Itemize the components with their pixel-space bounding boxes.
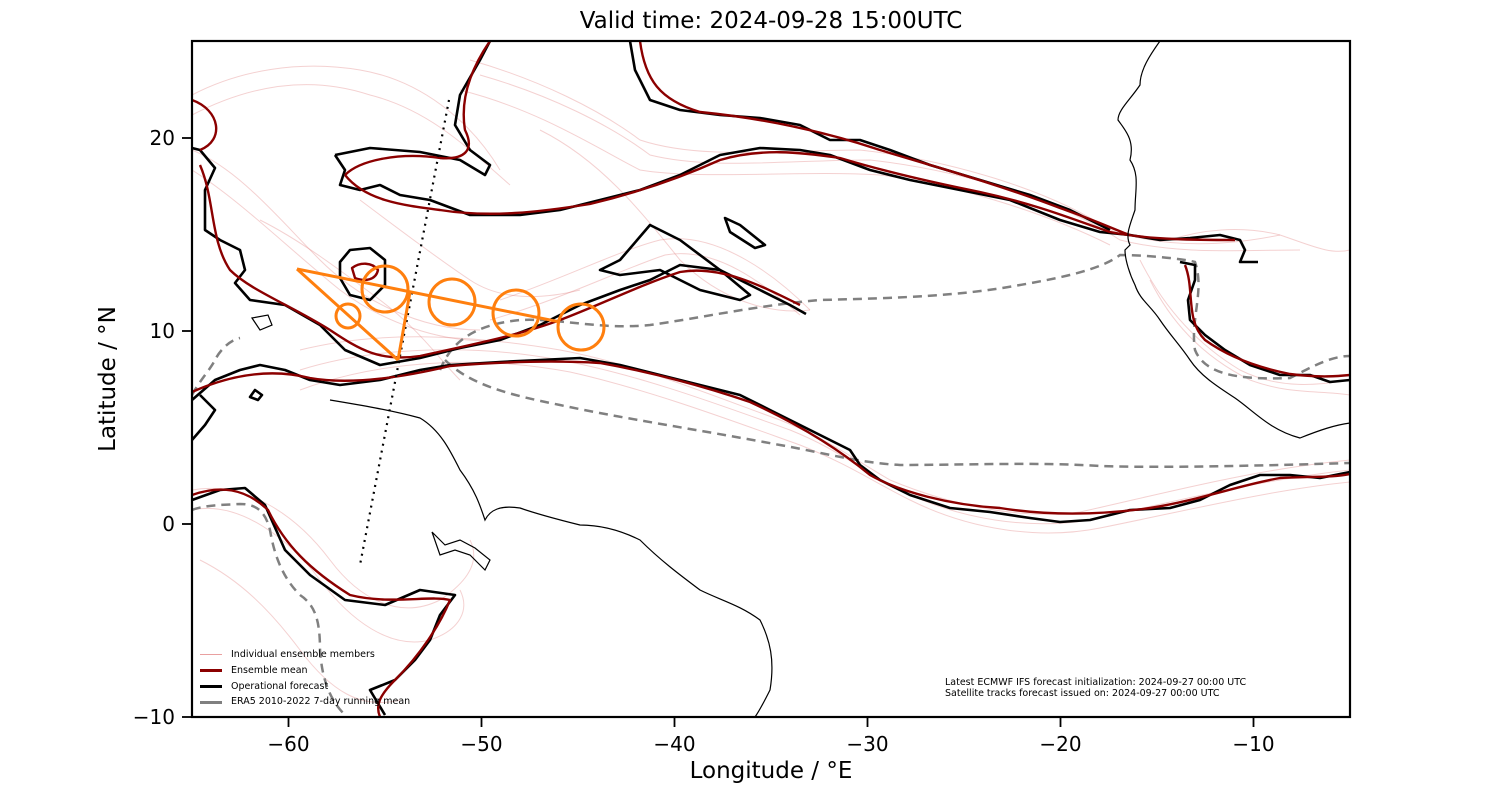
y-tick-label: −10 bbox=[132, 705, 175, 729]
x-tick-label: −60 bbox=[267, 732, 310, 756]
satellite-issued-text: Satellite tracks forecast issued on: 202… bbox=[945, 688, 1220, 699]
forecast-init-text: Latest ECMWF IFS forecast initialization… bbox=[945, 677, 1247, 688]
legend-label: Operational forecast bbox=[231, 680, 329, 692]
line-swatch-icon bbox=[200, 684, 222, 688]
legend: Individual ensemble members Ensemble mea… bbox=[200, 647, 410, 710]
legend-item-ensemble-mean: Ensemble mean bbox=[200, 663, 410, 679]
y-tick-label: 0 bbox=[162, 512, 175, 536]
chart-title: Valid time: 2024-09-28 15:00UTC bbox=[579, 8, 963, 34]
legend-label: ERA5 2010-2022 7-day running mean bbox=[231, 696, 411, 708]
x-axis-label: Longitude / °E bbox=[689, 758, 853, 784]
legend-label: Ensemble mean bbox=[231, 664, 308, 676]
thin-line-swatch-icon bbox=[200, 654, 222, 656]
legend-label: Individual ensemble members bbox=[231, 649, 375, 660]
dashed-line-swatch-icon bbox=[200, 700, 222, 704]
legend-item-operational: Operational forecast bbox=[200, 679, 410, 695]
x-tick-label: −50 bbox=[460, 732, 503, 756]
y-tick-label: 10 bbox=[149, 319, 175, 343]
era5-climatology bbox=[192, 253, 1350, 716]
satellite-swath-markers bbox=[295, 264, 606, 362]
x-tick-label: −30 bbox=[846, 732, 889, 756]
operational-forecast bbox=[192, 41, 1350, 716]
x-ticks bbox=[287, 717, 1255, 727]
y-ticks bbox=[182, 137, 192, 718]
x-tick-label: −40 bbox=[653, 732, 696, 756]
x-tick-label: −20 bbox=[1039, 732, 1082, 756]
ensemble-mean bbox=[192, 41, 1350, 717]
legend-item-era5: ERA5 2010-2022 7-day running mean bbox=[200, 694, 410, 710]
y-tick-label: 20 bbox=[149, 126, 175, 150]
legend-item-members: Individual ensemble members bbox=[200, 647, 410, 663]
forecast-info-note: Latest ECMWF IFS forecast initialization… bbox=[945, 677, 1246, 699]
x-tick-label: −10 bbox=[1232, 732, 1275, 756]
line-swatch-icon bbox=[200, 669, 222, 673]
coastlines bbox=[250, 41, 1350, 717]
plot-frame bbox=[190, 39, 1352, 719]
satellite-track-dotted bbox=[358, 99, 451, 566]
